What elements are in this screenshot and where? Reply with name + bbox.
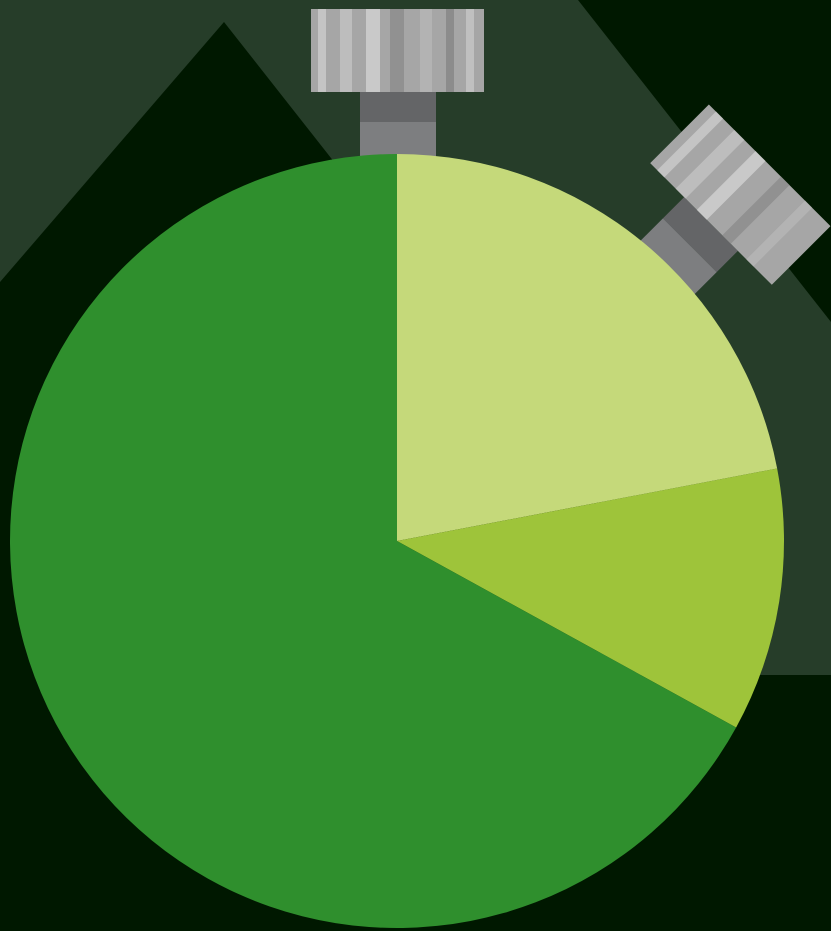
crown-stripe — [675, 129, 745, 199]
crown-stripe — [657, 111, 724, 178]
crown-stripe — [696, 151, 766, 220]
crown-stem — [360, 92, 436, 122]
side-crown — [627, 104, 831, 308]
crown-stripe — [446, 9, 454, 92]
crown-stripe — [420, 9, 432, 92]
pie-slice — [397, 468, 784, 728]
crown-stem — [627, 218, 717, 308]
crown-stripe — [390, 9, 404, 92]
pie-slice — [397, 154, 778, 541]
crown-stripe — [340, 9, 352, 92]
crown-knob — [650, 104, 831, 285]
crown-stripe — [466, 9, 474, 92]
pie — [9, 154, 784, 928]
crown-stripe — [722, 176, 790, 244]
crown-stripe — [318, 9, 326, 92]
crown-stem — [662, 197, 738, 273]
crown-stripe — [746, 200, 813, 267]
pie-slice — [9, 154, 737, 928]
top-crown — [311, 9, 484, 162]
crown-stripe — [366, 9, 380, 92]
